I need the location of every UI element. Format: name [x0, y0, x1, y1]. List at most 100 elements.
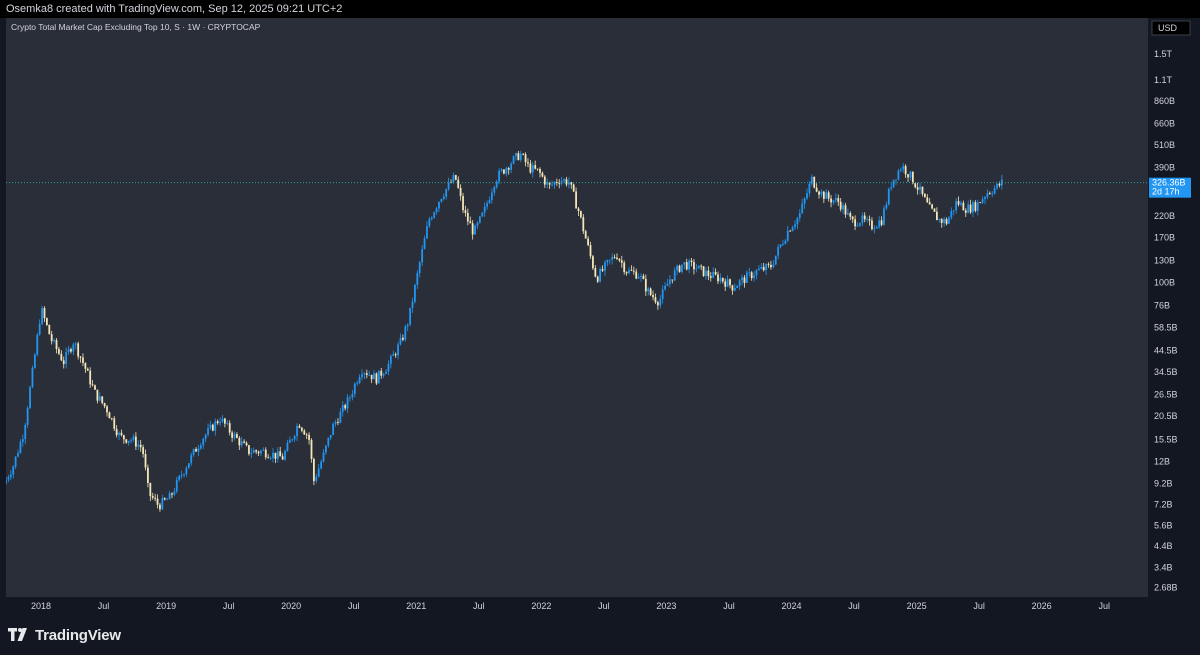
candlestick-chart[interactable]: 2T1.5T1.1T860B660B510B390B220B170B130B10…	[6, 18, 1194, 615]
price-tick-label: 170B	[1154, 233, 1175, 243]
candle-down	[257, 451, 260, 454]
time-tick-label: 2023	[656, 601, 676, 611]
candle-up	[899, 169, 902, 171]
price-tick-label: 12B	[1154, 456, 1170, 466]
tradingview-logo-icon	[8, 628, 27, 641]
candle-up	[806, 193, 808, 199]
price-tick-label: 44.5B	[1154, 346, 1178, 356]
candle-up	[361, 374, 363, 378]
candle-up	[426, 226, 428, 239]
candle-down	[656, 302, 659, 306]
time-tick-label: Jul	[723, 601, 735, 611]
candle-up	[199, 445, 202, 449]
candle-up	[801, 203, 804, 214]
candle-down	[548, 182, 551, 185]
candle-up	[445, 188, 448, 197]
candle-up	[325, 445, 327, 453]
candle-up	[736, 285, 739, 289]
price-tick-label: 7.2B	[1154, 499, 1173, 509]
candle-up	[567, 182, 570, 185]
candle-down	[101, 396, 104, 404]
price-tick-label: 2.68B	[1154, 583, 1178, 593]
candle-down	[743, 277, 746, 284]
candle-down	[457, 179, 460, 188]
candle-up	[984, 197, 986, 200]
candle-down	[724, 281, 727, 287]
candle-up	[185, 468, 188, 475]
candle-down	[454, 175, 457, 180]
candle-up	[98, 396, 101, 401]
candle-up	[250, 452, 253, 454]
candle-up	[356, 383, 359, 384]
candle-down	[594, 268, 597, 277]
candle-up	[887, 188, 890, 205]
candle-up	[825, 192, 828, 199]
candle-up	[363, 373, 366, 375]
candle-up	[493, 186, 496, 193]
candle-up	[640, 275, 642, 277]
candle-down	[717, 274, 719, 282]
candle-up	[130, 440, 132, 441]
candle-down	[223, 418, 226, 424]
candle-up	[334, 422, 337, 424]
candle-up	[67, 349, 70, 353]
candle-up	[452, 175, 455, 183]
time-tick-label: Jul	[848, 601, 860, 611]
candle-down	[507, 168, 510, 170]
candle-down	[815, 187, 818, 192]
candle-down	[830, 198, 832, 203]
candle-up	[33, 354, 36, 368]
candle-up	[637, 276, 640, 279]
candle-down	[964, 210, 967, 213]
candle-up	[832, 200, 835, 203]
candle-up	[389, 355, 392, 364]
candle-down	[503, 169, 505, 174]
time-axis-panel[interactable]	[6, 597, 1194, 615]
candle-down	[450, 182, 452, 184]
price-tick-label: 1.1T	[1154, 75, 1173, 85]
candle-up	[719, 277, 722, 282]
currency-badge-bg[interactable]	[1151, 20, 1191, 36]
candle-up	[820, 191, 823, 195]
candle-down	[50, 334, 53, 342]
candle-down	[163, 498, 166, 500]
candle-down	[159, 504, 161, 510]
candle-up	[202, 438, 205, 446]
candle-down	[923, 193, 926, 198]
candle-down	[370, 374, 373, 380]
candle-down	[642, 275, 645, 279]
price-axis-panel[interactable]	[1148, 18, 1194, 597]
brand-logo[interactable]: TradingView	[8, 626, 121, 644]
candle-up	[353, 383, 356, 395]
candle-up	[476, 222, 479, 226]
candle-down	[195, 449, 197, 452]
candle-down	[827, 192, 830, 199]
candle-down	[921, 186, 924, 194]
candle-up	[183, 474, 185, 476]
candle-down	[375, 373, 378, 384]
candle-down	[243, 441, 246, 443]
candle-down	[279, 451, 282, 457]
candle-up	[329, 435, 332, 438]
candle-up	[810, 176, 813, 184]
candle-up	[288, 440, 291, 443]
candle-down	[147, 467, 149, 484]
candle-down	[582, 217, 585, 232]
candle-down	[933, 208, 936, 212]
candle-down	[587, 238, 590, 246]
candle-down	[529, 163, 532, 173]
candle-down	[45, 318, 48, 325]
candle-down	[584, 231, 587, 239]
candle-up	[519, 153, 522, 160]
candle-down	[113, 418, 116, 429]
time-tick-label: Jul	[473, 601, 485, 611]
candle-down	[139, 444, 142, 448]
candle-down	[238, 437, 241, 446]
candle-up	[890, 187, 893, 189]
candle-down	[837, 198, 840, 202]
candle-up	[387, 363, 390, 372]
chart-panel[interactable]: 2T1.5T1.1T860B660B510B390B220B170B130B10…	[6, 18, 1194, 615]
candle-down	[678, 265, 681, 272]
candle-up	[726, 279, 729, 287]
candle-up	[772, 264, 775, 268]
